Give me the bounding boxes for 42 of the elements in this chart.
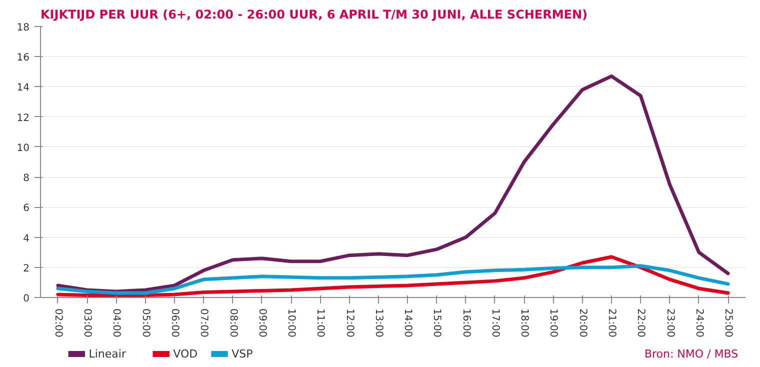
- y-tick-label: 18: [16, 22, 30, 34]
- x-tick-label: 10:00: [286, 308, 297, 338]
- line-series: [56, 74, 730, 294]
- x-tick-label: 06:00: [169, 308, 180, 338]
- y-tick-label: 10: [16, 142, 30, 154]
- x-tick-label: 16:00: [460, 308, 472, 338]
- chart-title: KIJKTIJD PER UUR (6+, 02:00 - 26:00 UUR, 6 APRIL T/M 30 JUNI, ALLE SCHERMEN): [40, 8, 588, 22]
- line-series: [56, 264, 730, 295]
- x-tick-label: 23:00: [664, 308, 676, 338]
- x-tick-label: 22:00: [635, 308, 646, 338]
- x-tick-label: 21:00: [606, 308, 617, 338]
- y-tick-label: 0: [23, 294, 30, 304]
- y-tick-label: 12: [16, 112, 30, 124]
- x-tick-label: 04:00: [110, 308, 122, 338]
- x-tick-label: 18:00: [518, 308, 530, 338]
- y-tick-label: 2: [23, 263, 30, 274]
- x-tick-label: 05:00: [140, 308, 151, 338]
- x-tick-label: 12:00: [344, 308, 355, 338]
- x-tick-label: 09:00: [256, 308, 268, 338]
- x-tick-label: 14:00: [402, 308, 414, 338]
- y-tick-label: 16: [16, 52, 30, 64]
- legend-label: VSP: [232, 348, 254, 360]
- legend-label: VOD: [173, 348, 198, 360]
- x-tick-label: 20:00: [576, 308, 588, 338]
- x-tick-label: 02:00: [52, 308, 64, 338]
- y-tick-label: 8: [23, 173, 30, 184]
- x-tick-label: 03:00: [82, 308, 93, 338]
- x-tick-label: 15:00: [431, 308, 442, 338]
- legend-label: Lineair: [88, 348, 126, 360]
- x-tick-label: 13:00: [372, 308, 384, 338]
- x-tick-label: 11:00: [314, 308, 326, 338]
- y-tick-label: 14: [16, 82, 30, 94]
- x-tick-label: 24:00: [693, 308, 704, 338]
- x-tick-label: 07:00: [198, 308, 210, 338]
- x-tick-label: 08:00: [227, 308, 238, 338]
- x-tick-label: 17:00: [489, 308, 500, 338]
- y-tick-label: 4: [23, 233, 30, 244]
- x-tick-label: 19:00: [548, 308, 559, 338]
- line-series: [56, 255, 730, 297]
- text: Bron: NMO / MBS: [644, 348, 738, 360]
- y-tick-label: 6: [23, 203, 30, 214]
- x-tick-label: 25:00: [722, 308, 734, 338]
